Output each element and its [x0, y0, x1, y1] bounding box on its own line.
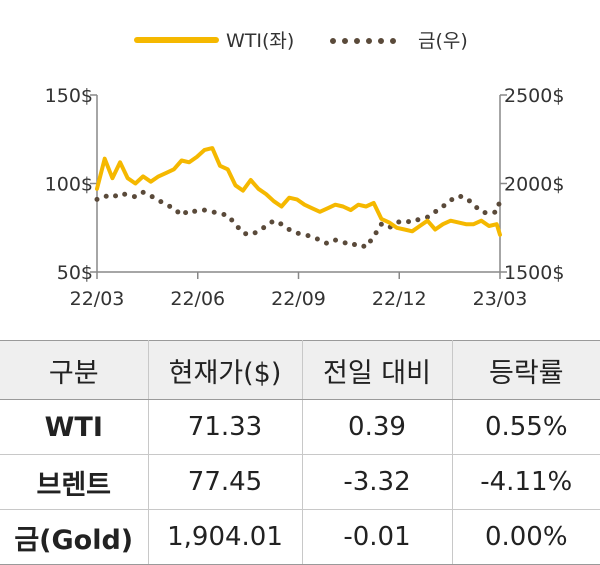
header-category: 구분	[0, 340, 149, 400]
cell-price: 1,904.01	[148, 509, 303, 565]
legend-wti-label: WTI(좌)	[226, 30, 294, 52]
y-right-tick-label: 2000$	[504, 174, 564, 196]
cell-rate: 0.55%	[452, 399, 600, 455]
series-line-gold	[94, 189, 503, 250]
cell-change: 0.39	[302, 399, 453, 455]
axis-ticks: 50$ 100$ 150$ 1500$ 2000$ 2500$ 22/03 22/06 22/0…	[45, 85, 565, 310]
price-table: 구분 현재가($) 전일 대비 등락률 WTI 71.33 0.39 0.55%…	[0, 340, 600, 565]
cell-rate: 0.00%	[452, 509, 600, 565]
line-chart: WTI(좌) 금(우) 50$ 100$ 150$ 1500$ 2000$ 2500$ 22…	[45, 30, 565, 310]
y-right-tick-label: 2500$	[504, 85, 564, 107]
y-left-tick-label: 100$	[45, 174, 93, 196]
header-price: 현재가($)	[148, 340, 303, 400]
chart-area: WTI(좌) 금(우) 50$ 100$ 150$ 1500$ 2000$ 2500$ 22…	[45, 30, 565, 310]
header-change: 전일 대비	[302, 340, 453, 400]
legend-gold-label: 금(우)	[418, 30, 468, 52]
chart-series	[94, 146, 503, 250]
x-tick-label: 22/06	[170, 288, 225, 310]
series-line-wti	[95, 146, 502, 237]
table-row-wti: WTI 71.33 0.39 0.55%	[0, 399, 600, 455]
header-rate: 등락률	[452, 340, 600, 400]
table-row-gold: 금(Gold) 1,904.01 -0.01 0.00%	[0, 509, 600, 565]
table-header-row: 구분 현재가($) 전일 대비 등락률	[0, 340, 600, 400]
chart-axes	[96, 95, 501, 273]
y-left-tick-label: 150$	[45, 85, 93, 107]
x-tick-label: 22/03	[70, 288, 125, 310]
table-row-brent: 브렌트 77.45 -3.32 -4.11%	[0, 454, 600, 510]
row-label: 브렌트	[0, 454, 149, 510]
cell-change: -3.32	[302, 454, 453, 510]
cell-price: 77.45	[148, 454, 303, 510]
y-right-tick-label: 1500$	[504, 262, 564, 284]
cell-change: -0.01	[302, 509, 453, 565]
x-tick-label: 22/12	[372, 288, 427, 310]
y-left-tick-label: 50$	[57, 262, 93, 284]
x-tick-label: 23/03	[473, 288, 528, 310]
cell-rate: -4.11%	[452, 454, 600, 510]
chart-legend: WTI(좌) 금(우)	[134, 30, 468, 52]
x-tick-label: 22/09	[271, 288, 326, 310]
row-label: 금(Gold)	[0, 509, 149, 565]
cell-price: 71.33	[148, 399, 303, 455]
row-label: WTI	[0, 399, 149, 455]
